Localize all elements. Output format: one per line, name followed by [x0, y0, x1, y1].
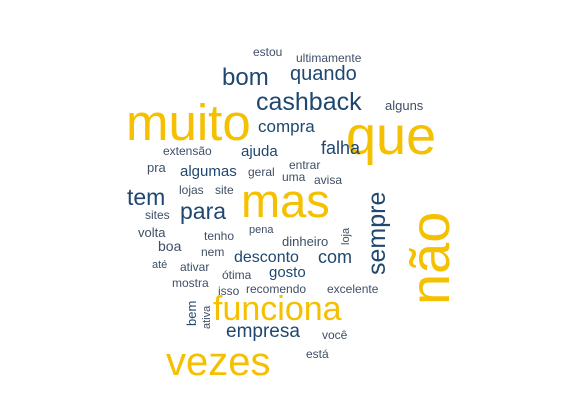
- word-sempre: sempre: [363, 191, 391, 275]
- word-excelente: excelente: [327, 282, 379, 296]
- word-muito: muito: [126, 94, 251, 151]
- word-sites: sites: [145, 208, 170, 222]
- word-pena: pena: [249, 224, 274, 236]
- word-entrar: entrar: [289, 158, 321, 172]
- word-geral: geral: [248, 165, 275, 179]
- word-extensao: extensão: [163, 144, 212, 158]
- word-bom: bom: [222, 64, 269, 91]
- word-vezes: vezes: [166, 340, 271, 384]
- word-que: que: [346, 106, 437, 166]
- word-com: com: [318, 247, 353, 267]
- word-alguns: alguns: [385, 98, 424, 113]
- word-boa: boa: [158, 238, 182, 254]
- word-algumas: algumas: [180, 163, 237, 180]
- word-isso: isso: [218, 284, 240, 298]
- word-esta: está: [306, 347, 329, 361]
- word-desconto: desconto: [234, 249, 299, 266]
- word-mas: mas: [241, 174, 330, 227]
- word-bem: bem: [184, 300, 199, 326]
- word-site: site: [215, 183, 234, 197]
- word-lojas: lojas: [179, 183, 204, 197]
- word-tem: tem: [127, 184, 166, 210]
- word-funciona: funciona: [213, 290, 342, 328]
- word-para: para: [180, 198, 227, 224]
- word-pra: pra: [147, 160, 166, 175]
- word-estou: estou: [253, 45, 283, 59]
- word-gosto: gosto: [269, 264, 306, 281]
- word-otima: ótima: [222, 268, 252, 282]
- word-loja: loja: [340, 227, 352, 245]
- word-empresa: empresa: [226, 321, 300, 342]
- word-tenho: tenho: [204, 229, 235, 243]
- word-quando: quando: [290, 63, 357, 85]
- word-cashback: cashback: [256, 88, 362, 116]
- word-dinheiro: dinheiro: [282, 234, 329, 249]
- word-compra: compra: [258, 117, 315, 136]
- word-ativa: ativa: [201, 305, 213, 329]
- word-ate: até: [152, 259, 168, 271]
- word-mostra: mostra: [172, 276, 209, 290]
- word-avisa: avisa: [314, 173, 343, 187]
- word-ultimamente: ultimamente: [296, 51, 362, 65]
- word-falha: falha: [321, 138, 361, 158]
- word-ativar: ativar: [180, 260, 210, 274]
- word-nem: nem: [201, 245, 225, 259]
- word-volta: volta: [138, 225, 166, 240]
- word-voce: você: [322, 328, 348, 342]
- word-uma: uma: [282, 170, 306, 184]
- word-ajuda: ajuda: [241, 143, 278, 160]
- word-nao: não: [398, 211, 461, 305]
- word-recomendo: recomendo: [246, 282, 307, 296]
